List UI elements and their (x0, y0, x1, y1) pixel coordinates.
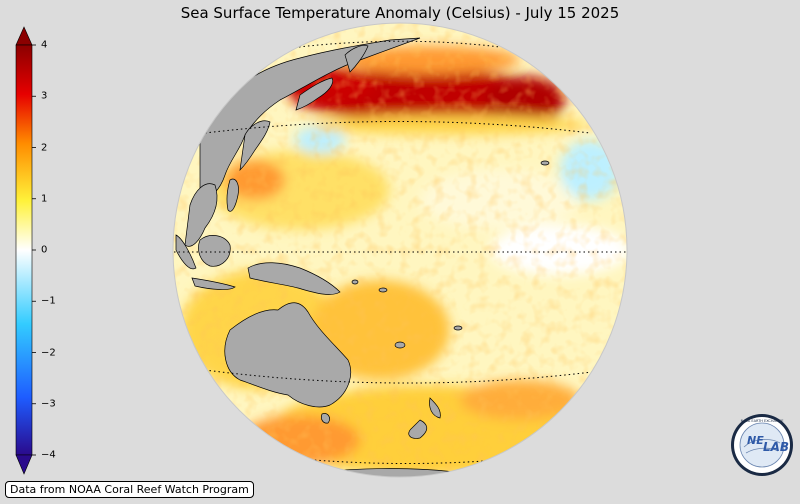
new-zealand-land (408, 397, 441, 439)
colorbar-tick-label: 4 (41, 39, 48, 51)
nex-lab-logo: NE LAB NASA EARTH EXCHANGE (730, 413, 794, 481)
colorbar-tick-label: −4 (41, 449, 56, 461)
colorbar-tick-label: −1 (41, 295, 56, 307)
logo-text-ne: NE (747, 434, 764, 447)
asia-land (199, 37, 421, 201)
new-guinea-land (247, 262, 341, 295)
colorbar-min-arrow (15, 454, 33, 475)
logo-text-lab: LAB (763, 440, 789, 454)
logo-ring-text: NASA EARTH EXCHANGE (741, 419, 784, 423)
map-title: Sea Surface Temperature Anomaly (Celsius… (180, 4, 620, 22)
colorbar-tick-label: 3 (41, 90, 48, 102)
globe-outline (172, 22, 628, 478)
japan-land (295, 77, 334, 111)
colorbar-tick-label: −3 (41, 398, 56, 410)
data-credit: Data from NOAA Coral Reef Watch Program (5, 481, 254, 498)
colorbar-tick-label: 2 (41, 142, 48, 153)
colorbar-graphic (15, 26, 36, 475)
colorbar: 4 3 2 1 0 −1 −2 −3 −4 (0, 0, 56, 504)
colorbar-tick-label: 1 (41, 193, 48, 205)
australia-land (224, 302, 352, 408)
colorbar-tick-label: −2 (41, 347, 56, 358)
colorbar-tick-label: 0 (41, 244, 48, 256)
nex-lab-logo-graphic: NE LAB NASA EARTH EXCHANGE (731, 414, 793, 476)
